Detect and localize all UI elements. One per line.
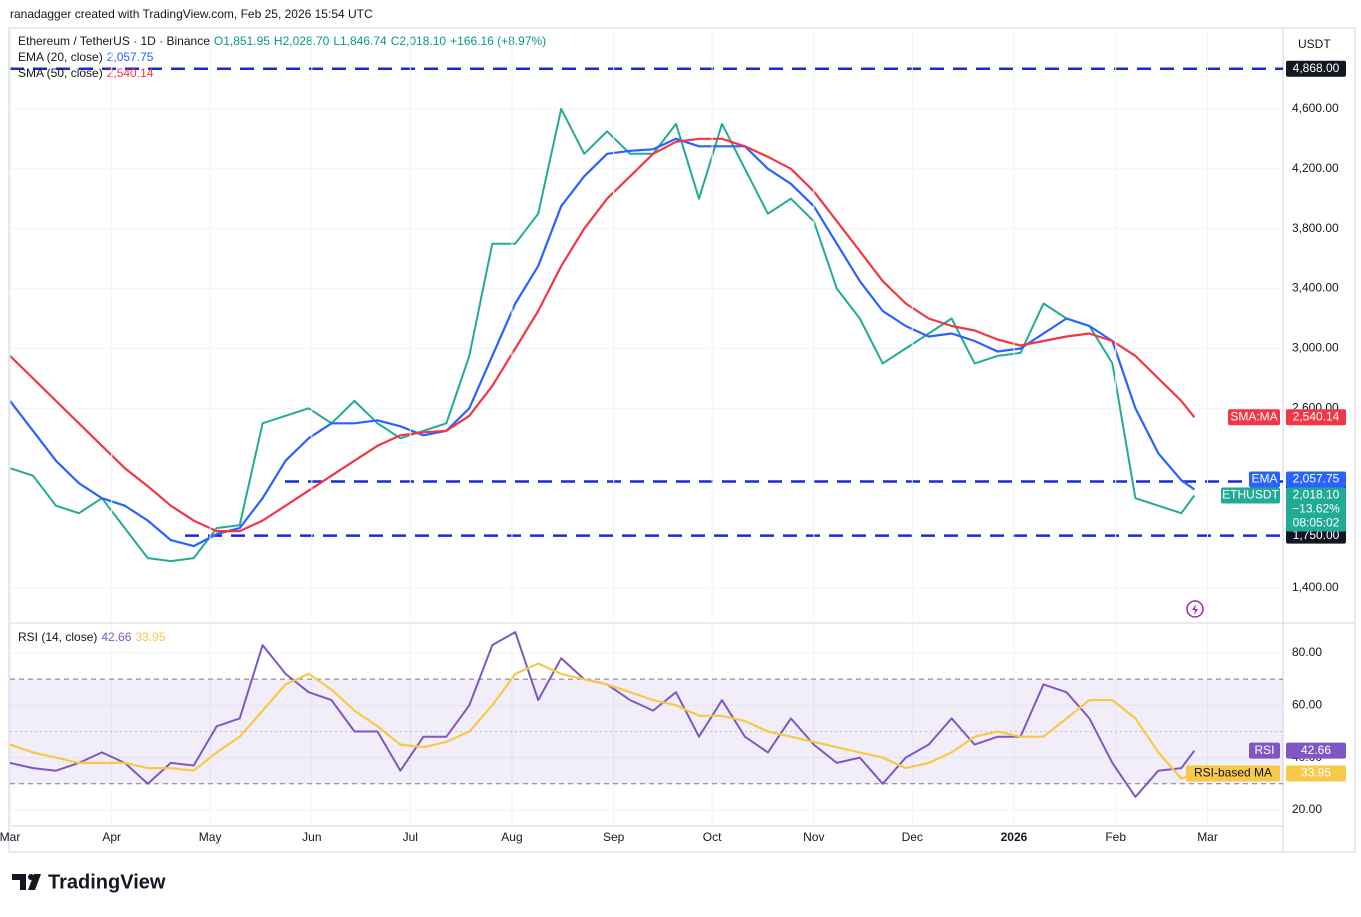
series-line (9, 662, 1195, 780)
legend-value: 2,540.14 (107, 66, 154, 80)
chart-frame (8, 27, 1356, 853)
tag-text: −13.62% (1292, 502, 1340, 516)
tag-text: 42.66 (1301, 743, 1331, 757)
quote: +166.16 (+8.97%) (450, 34, 546, 48)
series-line (9, 137, 1196, 533)
tag-box (1286, 409, 1346, 426)
name-box (1228, 409, 1280, 426)
alert-bolt (1192, 604, 1198, 615)
x-tick-label: Dec (902, 830, 923, 844)
tag-box (1286, 60, 1346, 77)
x-tick-label: 2026 (1001, 830, 1028, 844)
unit-label: USDT (1298, 37, 1331, 51)
y-tick-label: 20.00 (1292, 802, 1322, 816)
title: Ethereum / TetherUS · 1D · Binance (18, 34, 210, 48)
brand: TradingView (48, 871, 166, 893)
credit: ranadagger created with TradingView.com,… (10, 7, 373, 21)
alert-icon[interactable] (1186, 600, 1204, 618)
legend-name: EMA (20, close) (18, 50, 103, 64)
alert-circle (1186, 600, 1204, 618)
y-tick-label: 4,200.00 (1292, 161, 1339, 175)
series-name: ETHUSDT (1222, 488, 1279, 502)
series-name-tag: RSI (1249, 742, 1280, 759)
x-tick-label: Feb (1105, 830, 1126, 844)
name-box (1249, 742, 1280, 759)
y-tick-label: 3,000.00 (1292, 341, 1339, 355)
tag-text: 2,018.10 (1293, 488, 1340, 502)
price-tag: 2,018.10−13.62%08:05:02 (1286, 487, 1346, 532)
x-tick-label: Jun (302, 830, 321, 844)
price-tag: 42.66 (1286, 742, 1346, 759)
logo-dot (28, 874, 34, 880)
logo: TradingView (12, 871, 166, 893)
quote: L1,846.74 (333, 34, 387, 48)
tag-text: 2,540.14 (1293, 409, 1340, 423)
name-box (1249, 471, 1280, 488)
tag-box (1286, 471, 1346, 488)
y-tick-label: 3,800.00 (1292, 221, 1339, 235)
series-name: RSI-based MA (1194, 766, 1272, 780)
quote: H2,028.70 (274, 34, 330, 48)
x-tick-label: Aug (501, 830, 522, 844)
legend-value: 42.66 (101, 630, 131, 644)
legend-name: SMA (50, close) (18, 66, 103, 80)
series-name-tag: SMA:MA (1228, 409, 1280, 426)
y-tick-label: 80.00 (1292, 645, 1322, 659)
x-tick-label: Jul (403, 830, 418, 844)
series-name-tag: EMA (1249, 471, 1280, 488)
series-name: RSI (1254, 743, 1274, 757)
legend-value: 2,057.75 (107, 50, 154, 64)
x-tick-label: Sep (603, 830, 625, 844)
x-tick-label: Apr (102, 830, 121, 844)
name-box (1221, 487, 1280, 504)
tag-text: 33.95 (1301, 766, 1331, 780)
tag-text: 08:05:02 (1293, 516, 1340, 530)
tag-box (1286, 765, 1346, 782)
x-tick-label: Oct (703, 830, 722, 844)
legend-value: 33.95 (135, 630, 165, 644)
price-tag: 4,868.00 (1286, 60, 1346, 77)
tag-box (1286, 527, 1346, 544)
y-tick-label: 4,600.00 (1292, 101, 1339, 115)
series-name: SMA:MA (1230, 409, 1277, 423)
tag-box (1286, 487, 1346, 532)
series-name: EMA (1251, 472, 1277, 486)
y-tick-label: 3,400.00 (1292, 281, 1339, 295)
x-tick-label: Nov (803, 830, 824, 844)
tag-text: 4,868.00 (1293, 61, 1340, 75)
pane-title: RSI (14, close) 42.66 33.95 (18, 630, 166, 644)
price-tag: 2,540.14 (1286, 409, 1346, 426)
tag-text: 2,057.75 (1293, 472, 1340, 486)
series-name-tag: RSI-based MA (1186, 765, 1280, 782)
y-tick-label: 1,400.00 (1292, 580, 1339, 594)
price-tag: 2,057.75 (1286, 471, 1346, 488)
legend-entry: SMA (50, close) 2,540.14 (18, 66, 154, 80)
series-name-tag: ETHUSDT (1221, 487, 1280, 504)
title: RSI (14, close) (18, 630, 97, 644)
quote: O1,851.95 (214, 34, 270, 48)
legend-entry: EMA (20, close) 2,057.75 (18, 50, 154, 64)
pane-title: Ethereum / TetherUS · 1D · Binance O1,851… (18, 34, 546, 48)
x-tick-label: Mar (1197, 830, 1218, 844)
quote: C2,018.10 (391, 34, 447, 48)
name-box (1186, 765, 1280, 782)
price-tag: 33.95 (1286, 765, 1346, 782)
series-line (9, 137, 1196, 548)
x-tick-label: Mar (0, 830, 20, 844)
y-tick-label: 60.00 (1292, 697, 1322, 711)
tag-box (1286, 742, 1346, 759)
x-tick-label: May (199, 830, 222, 844)
